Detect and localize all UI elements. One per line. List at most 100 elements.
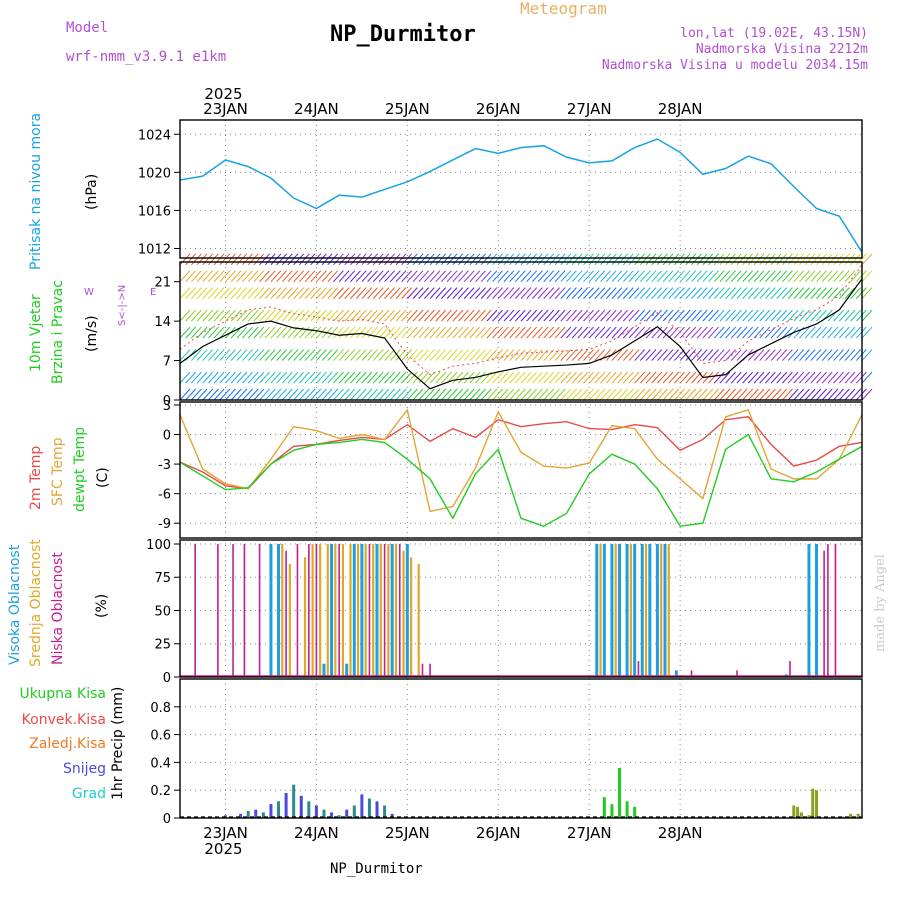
page-title: NP_Durmitor	[330, 22, 476, 47]
wind-barb	[549, 287, 560, 299]
wind-barb	[844, 270, 856, 283]
wind-barb	[503, 287, 515, 299]
wind-barb	[605, 270, 617, 283]
cloud-bar-high	[640, 543, 644, 677]
wind-barb	[736, 326, 748, 339]
wind-barb	[713, 309, 725, 322]
cloud-bar-mid	[288, 563, 291, 677]
wind-barb	[350, 326, 361, 339]
wind-barb	[441, 253, 452, 266]
wind-barb	[804, 270, 816, 283]
wind-barb	[747, 326, 759, 339]
wind-barb	[708, 371, 719, 384]
wind-barb	[844, 388, 856, 401]
wind-barb	[367, 326, 378, 339]
wind-barb	[406, 371, 418, 384]
wind-barb	[185, 309, 197, 322]
wind-barb	[242, 287, 253, 299]
wind-barb	[281, 388, 293, 401]
wind-barb	[742, 388, 754, 401]
wind-barb	[776, 349, 788, 361]
wind-barb	[566, 270, 577, 283]
wind-barb	[344, 326, 356, 339]
wind-barb	[662, 270, 674, 283]
wind-barb	[725, 388, 736, 401]
wind-barb	[213, 326, 225, 339]
wind-barb	[776, 287, 788, 299]
wind-barb	[799, 270, 810, 283]
precip-bar-snow	[254, 809, 258, 818]
cloud-bar-low	[421, 663, 424, 677]
wind-barb	[821, 388, 833, 401]
wind-barb	[202, 388, 214, 401]
wind-barb	[549, 371, 560, 384]
wind-barb	[236, 287, 248, 299]
wind-barb	[446, 309, 458, 322]
wind-barb	[236, 309, 248, 322]
wind-barb	[509, 309, 521, 322]
wind-barb	[782, 253, 793, 266]
wind-dir-w: W	[84, 287, 94, 298]
cloud-bar-high	[674, 670, 678, 677]
wind-barb	[276, 287, 287, 299]
wind-barb	[458, 371, 469, 384]
wind-barb	[253, 349, 265, 361]
wind-barb	[389, 287, 401, 299]
wind-barb	[424, 270, 435, 283]
wind-barb	[452, 309, 464, 322]
wind-barb	[725, 270, 736, 283]
temp-dewpt-line	[179, 433, 863, 527]
wind-barb	[424, 309, 435, 322]
wind-barb	[804, 349, 816, 361]
wind-barb	[560, 388, 572, 401]
wind-barb	[344, 309, 356, 322]
date-label-top: 24JAN	[294, 100, 339, 118]
wind-barb	[827, 371, 839, 384]
wind-barb	[321, 388, 333, 401]
wind-barb	[333, 326, 344, 339]
date-label-bottom: 28JAN	[658, 824, 703, 842]
wind-barb	[236, 270, 248, 283]
cloud-bar-high	[330, 543, 334, 677]
wind-barb	[702, 371, 714, 384]
wind-barb	[787, 349, 799, 361]
wind-barb	[304, 326, 316, 339]
wind-barb	[816, 326, 827, 339]
wind-barb	[350, 287, 361, 299]
wind-barb	[196, 388, 208, 401]
wind-barb	[293, 309, 305, 322]
wind-barb	[270, 309, 282, 322]
wind-barb	[497, 253, 509, 266]
wind-barb	[298, 388, 310, 401]
wind-barb	[571, 326, 583, 339]
wind-barb	[242, 309, 253, 322]
meteogram-label: Meteogram	[520, 0, 607, 18]
wind-barb	[594, 388, 606, 401]
wind-barb	[236, 253, 248, 266]
wind-barb	[475, 326, 486, 339]
wind-barb	[492, 349, 503, 361]
wind-barb	[554, 326, 566, 339]
wind-barb	[685, 287, 697, 299]
wind-barb	[424, 287, 435, 299]
wind-barb	[725, 371, 736, 384]
wind-barb	[799, 371, 810, 384]
wind-barb	[480, 388, 492, 401]
wind-barb	[765, 270, 776, 283]
cloud-bar-mid	[372, 543, 375, 677]
wind-barb	[645, 253, 657, 266]
wind-barb	[520, 349, 532, 361]
wind-barb	[497, 287, 509, 299]
wind-barb	[622, 287, 634, 299]
wind-barb	[668, 270, 680, 283]
wind-dir-e: E	[150, 287, 157, 298]
cloud-bar-mid	[364, 543, 367, 677]
precip-bar-rain	[856, 813, 860, 818]
wind-barb	[202, 287, 214, 299]
wind-barb	[310, 371, 322, 384]
wind-barb	[401, 388, 413, 401]
wind-barb	[293, 349, 305, 361]
wind-barb	[537, 326, 549, 339]
wind-barb	[816, 253, 827, 266]
precip-bar-snow	[383, 805, 387, 818]
